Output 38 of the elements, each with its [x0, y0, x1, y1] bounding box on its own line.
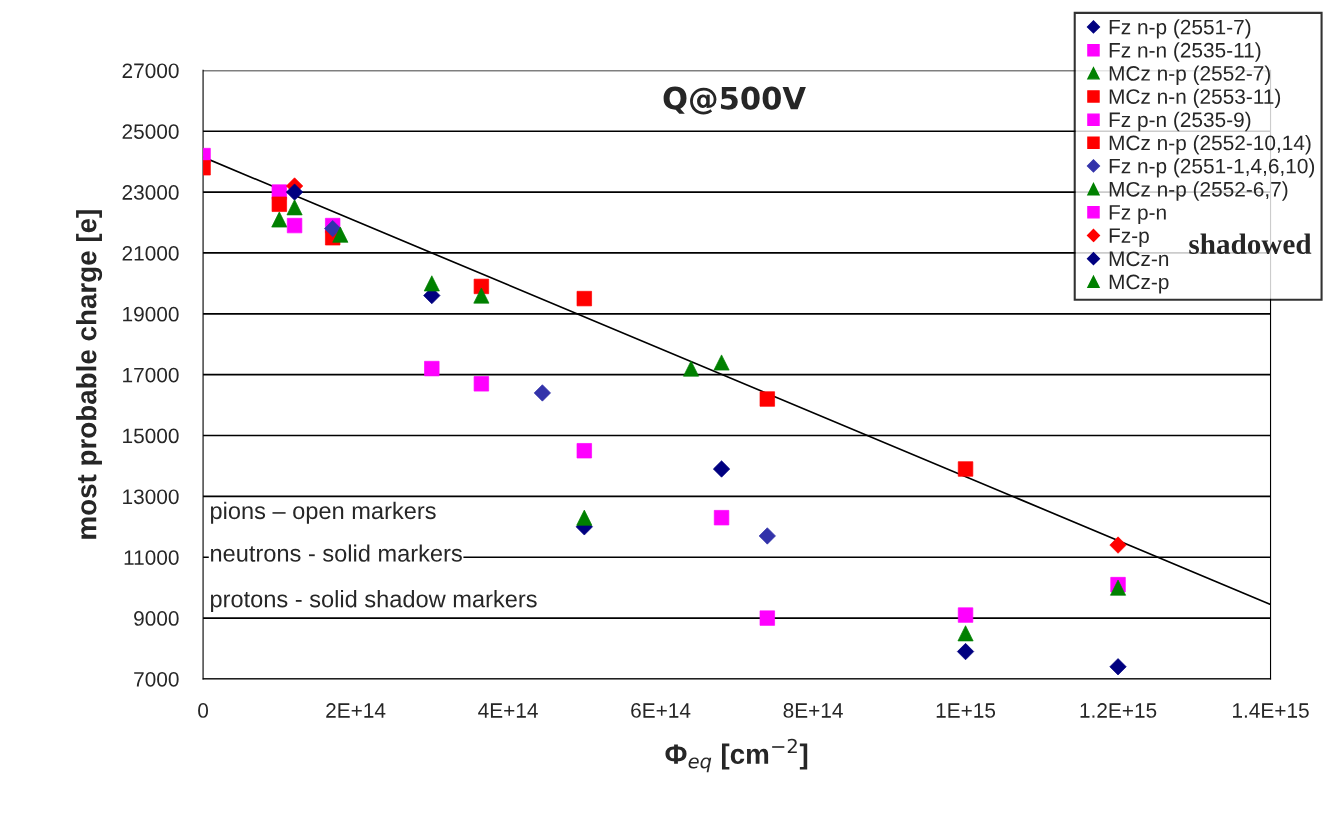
annotation: Q@500V: [663, 86, 806, 115]
legend-label: MCz-p: [1109, 274, 1169, 294]
y-axis-title: most probable charge [e]: [76, 210, 103, 539]
y-tick-label: 23000: [122, 185, 179, 200]
x-tick-label: 2E+14: [326, 703, 386, 718]
legend-label: MCz n-p (2552-10,14): [1109, 135, 1311, 155]
annotation: protons - solid shadow markers: [211, 590, 537, 613]
y-tick-label: 17000: [123, 367, 179, 383]
y-tick-label: 11000: [124, 550, 179, 565]
annotation: neutrons - solid markers: [211, 544, 462, 562]
x-axis-title: Φ$_{eq}$ [cm$^{−2}$]: [665, 738, 808, 773]
annotation: shadowed: [1189, 233, 1312, 255]
y-tick-label: 7000: [134, 671, 179, 687]
x-tick-label: 0: [198, 703, 209, 718]
annotation: pions – open markers: [211, 501, 436, 524]
legend-label: Fz p-n (2535-9): [1109, 111, 1251, 132]
legend-label: MCz n-p (2552-6,7): [1109, 181, 1288, 201]
x-tick-label: 1E+15: [936, 703, 996, 718]
x-tick-label: 1.4E+15: [1233, 703, 1309, 718]
legend-label: Fz n-n (2535-11): [1109, 42, 1261, 62]
x-tick-label: 8E+14: [783, 703, 843, 718]
x-tick-label: 6E+14: [631, 703, 691, 718]
x-tick-label: 4E+14: [478, 703, 538, 718]
legend-label: Fz n-p (2551-7): [1109, 19, 1251, 39]
y-tick-label: 19000: [123, 306, 179, 322]
legend-label: MCz n-p (2552-7): [1109, 65, 1271, 85]
x-tick-label: 1.2E+15: [1080, 703, 1157, 718]
y-tick-label: 15000: [123, 428, 179, 444]
legend-label: MCz-n: [1109, 251, 1169, 267]
legend-label: MCz n-n (2553-11): [1109, 88, 1281, 109]
legend-label: Fz-p: [1109, 228, 1149, 248]
y-tick-label: 25000: [122, 124, 179, 139]
y-tick-label: 27000: [122, 63, 179, 79]
y-tick-label: 9000: [134, 611, 179, 626]
y-tick-label: 13000: [123, 489, 179, 505]
legend-label: Fz p-n: [1109, 205, 1166, 224]
legend-label: Fz n-p (2551-1,4,6,10): [1109, 158, 1315, 178]
y-tick-label: 21000: [122, 245, 179, 261]
